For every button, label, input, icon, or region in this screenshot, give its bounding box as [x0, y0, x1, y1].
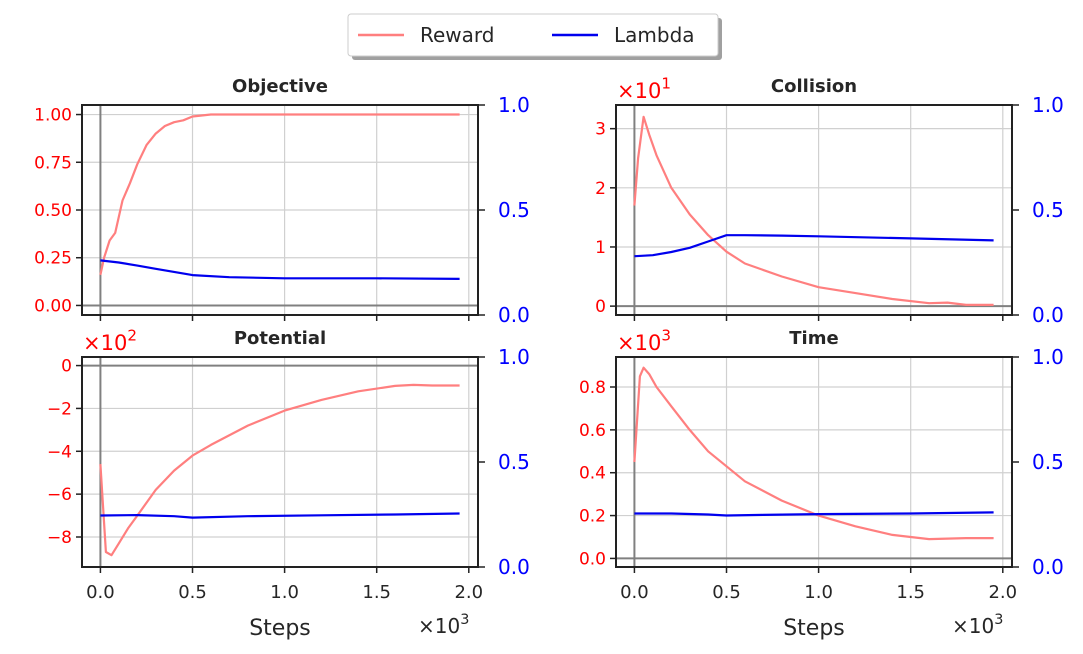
y2-tick-label: 0.0	[498, 555, 530, 579]
x-tick-label: 0.0	[620, 582, 649, 603]
subplot-title: Objective	[232, 76, 328, 97]
series-line-lambda	[100, 259, 460, 280]
y-tick-label: 3	[595, 120, 606, 140]
y2-tick-label: 1.0	[1032, 93, 1064, 117]
x-tick-label: 2.0	[454, 582, 483, 603]
subplot-potential: 0 −2 −4 −6 −8 0.0 0.5 1.0 0.0 0.5 1.0 1.5 2.0 Potenti…	[47, 327, 530, 641]
series-line-reward	[99, 113, 460, 276]
series-line-reward	[633, 115, 994, 306]
y-tick-label: 1.00	[34, 106, 72, 126]
y-tick-label: 0.00	[34, 296, 72, 316]
y-tick-label: 0.8	[579, 378, 606, 398]
y2-tick-label: 0.5	[498, 450, 530, 474]
x-offset-label: ×103	[418, 612, 469, 638]
legend: Reward Lambda	[347, 13, 722, 60]
y-tick-label: 0.75	[34, 153, 72, 173]
plot-frame	[81, 356, 479, 568]
x-tick-label: 0.5	[178, 582, 207, 603]
plot-frame	[615, 104, 1013, 316]
legend-box	[347, 13, 719, 57]
subplot-title: Collision	[771, 76, 857, 97]
series-line-lambda	[634, 511, 994, 517]
x-offset-label: ×103	[952, 612, 1003, 638]
x-axis-label: Steps	[783, 616, 845, 641]
subplot-collision: 0 1 2 3 0.0 0.5 1.0 Collision ×101	[595, 75, 1064, 327]
y-tick-label: 2	[595, 179, 606, 199]
x-tick-label: 0.5	[712, 582, 741, 603]
series-line-lambda	[634, 234, 994, 258]
y-tick-label: 0.25	[34, 249, 72, 269]
y2-tick-label: 0.5	[1032, 450, 1064, 474]
subplot-title: Time	[789, 328, 838, 349]
y-tick-label: 0.0	[579, 549, 606, 569]
y-tick-label: 0.2	[579, 507, 606, 527]
y-tick-label: 0	[595, 297, 606, 317]
y2-tick-label: 0.0	[498, 303, 530, 327]
y-tick-label: −2	[47, 399, 72, 419]
y-offset-label: ×101	[617, 75, 671, 103]
x-tick-label: 2.0	[988, 582, 1017, 603]
y-tick-label: 0.6	[579, 421, 606, 441]
plot-frame	[615, 356, 1013, 568]
series-line-reward	[99, 383, 460, 557]
y2-tick-label: 0.5	[498, 198, 530, 222]
y2-tick-label: 1.0	[498, 93, 530, 117]
subplot-title: Potential	[234, 328, 326, 349]
x-tick-label: 1.5	[896, 582, 925, 603]
y2-tick-label: 0.0	[1032, 303, 1064, 327]
y-offset-label: ×103	[617, 327, 671, 355]
x-tick-label: 1.0	[270, 582, 299, 603]
legend-label-reward: Reward	[420, 23, 494, 47]
y-tick-label: 1	[595, 238, 606, 258]
legend-label-lambda: Lambda	[614, 23, 695, 47]
x-tick-label: 1.5	[362, 582, 391, 603]
subplot-objective: 0.00 0.25 0.50 0.75 1.00 0.0 0.5 1.0 Objective	[34, 76, 530, 327]
y-tick-label: 0.4	[579, 464, 606, 484]
y-tick-label: −8	[47, 528, 72, 548]
series-line-lambda	[100, 512, 460, 519]
y2-tick-label: 0.5	[1032, 198, 1064, 222]
series-line-reward	[633, 366, 994, 541]
y-tick-label: −4	[47, 442, 72, 462]
x-tick-label: 0.0	[86, 582, 115, 603]
y2-tick-label: 0.0	[1032, 555, 1064, 579]
subplot-time: 0.0 0.2 0.4 0.6 0.8 0.0 0.5 1.0 0.0 0.5 1.0 1.5 2.0 T…	[579, 327, 1064, 641]
x-tick-label: 1.0	[804, 582, 833, 603]
x-axis-label: Steps	[249, 616, 311, 641]
y-tick-label: 0.50	[34, 201, 72, 221]
y-tick-label: 0	[61, 357, 72, 377]
y-offset-label: ×102	[83, 327, 137, 355]
y2-tick-label: 1.0	[1032, 345, 1064, 369]
y2-tick-label: 1.0	[498, 345, 530, 369]
subplot-panels: 0.000.250.500.751.000.00.51.0Objective01…	[34, 75, 1064, 641]
y-tick-label: −6	[47, 485, 72, 505]
